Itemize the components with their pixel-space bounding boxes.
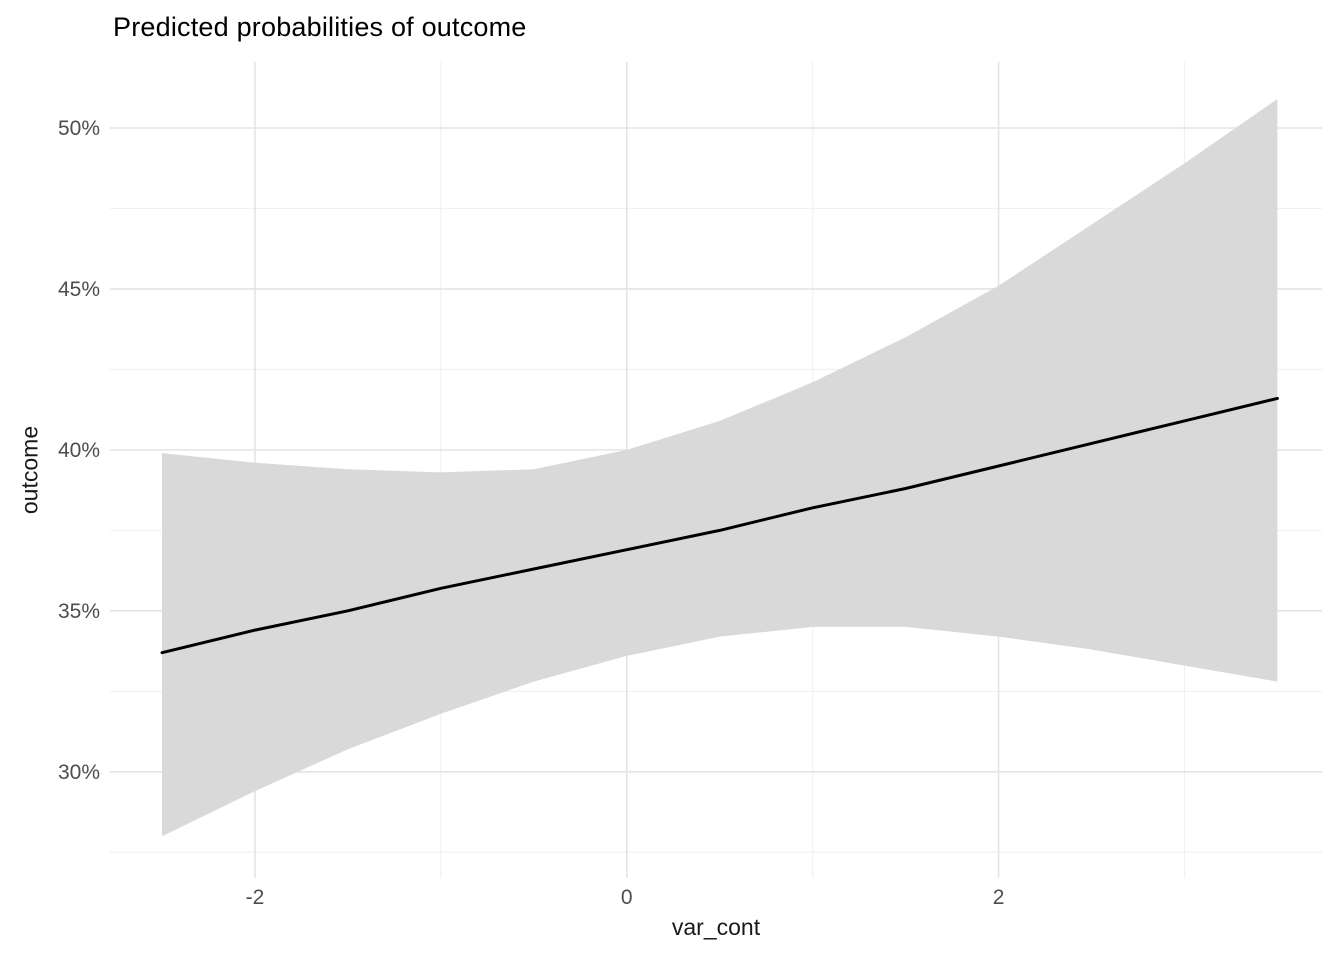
x-tick-label: 0 — [621, 886, 633, 909]
regression-line — [160, 396, 1279, 655]
y-tick-label: 30% — [58, 761, 100, 784]
x-axis-label: var_cont — [671, 914, 761, 940]
x-tick-label: 2 — [993, 886, 1005, 909]
x-tick-label: -2 — [246, 886, 265, 909]
y-tick-labels: 30% 35% 40% 45% 50% — [58, 117, 100, 784]
y-tick-label: 35% — [58, 600, 100, 623]
chart-title: Predicted probabilities of outcome — [113, 12, 527, 42]
confidence-ribbon — [162, 99, 1278, 837]
y-tick-label: 50% — [58, 117, 100, 140]
y-tick-label: 45% — [58, 278, 100, 301]
y-tick-label: 40% — [58, 439, 100, 462]
y-axis-label: outcome — [16, 425, 43, 515]
x-tick-labels: -2 0 2 — [246, 886, 1005, 909]
